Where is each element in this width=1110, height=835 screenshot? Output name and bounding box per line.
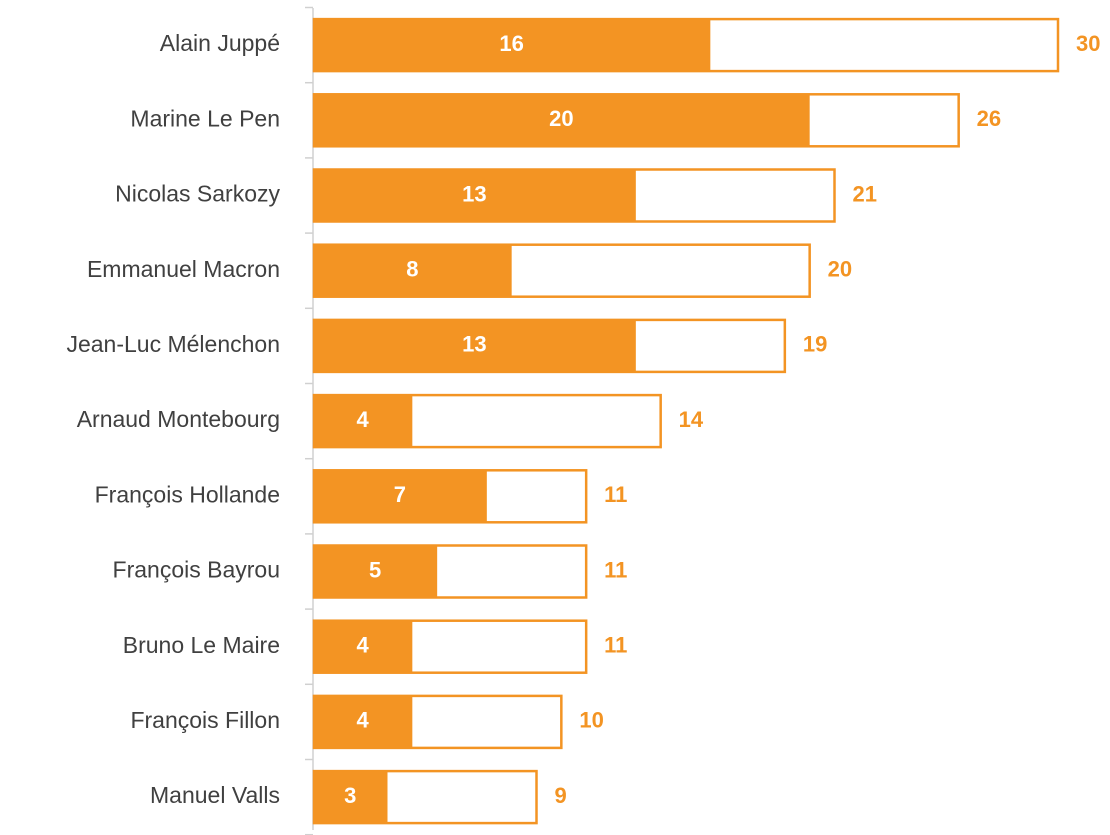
category-label: Marine Le Pen bbox=[130, 105, 280, 131]
value-bar bbox=[313, 94, 810, 147]
value-label: 3 bbox=[344, 783, 356, 808]
total-label: 30 bbox=[1076, 31, 1100, 56]
value-label: 7 bbox=[394, 482, 406, 507]
value-bar bbox=[313, 695, 413, 748]
category-label: Alain Juppé bbox=[160, 30, 280, 56]
category-label: Bruno Le Maire bbox=[123, 632, 280, 658]
value-bar bbox=[313, 169, 636, 222]
value-label: 4 bbox=[357, 633, 370, 658]
total-label: 26 bbox=[977, 106, 1001, 131]
value-label: 13 bbox=[462, 332, 486, 357]
category-label: Nicolas Sarkozy bbox=[115, 181, 280, 207]
value-label: 20 bbox=[549, 106, 573, 131]
total-label: 20 bbox=[828, 257, 852, 282]
category-label: Emmanuel Macron bbox=[87, 256, 280, 282]
category-label: Arnaud Montebourg bbox=[77, 406, 280, 432]
value-bar bbox=[313, 319, 636, 372]
value-label: 4 bbox=[357, 708, 370, 733]
value-bar bbox=[313, 19, 711, 72]
value-bar bbox=[313, 470, 487, 523]
category-label: François Bayrou bbox=[113, 557, 280, 583]
total-label: 11 bbox=[604, 482, 627, 507]
total-label: 21 bbox=[853, 181, 877, 206]
total-label: 11 bbox=[604, 557, 627, 582]
value-bar bbox=[313, 545, 438, 598]
total-label: 11 bbox=[604, 633, 627, 658]
total-label: 19 bbox=[803, 332, 827, 357]
value-bar bbox=[313, 620, 413, 673]
total-label: 9 bbox=[555, 783, 567, 808]
value-label: 8 bbox=[406, 257, 418, 282]
value-bar bbox=[313, 244, 512, 297]
value-label: 13 bbox=[462, 181, 486, 206]
value-label: 5 bbox=[369, 557, 381, 582]
category-label: François Fillon bbox=[130, 707, 280, 733]
total-label: 10 bbox=[579, 708, 603, 733]
value-bar bbox=[313, 395, 413, 448]
value-label: 16 bbox=[499, 31, 523, 56]
total-label: 14 bbox=[679, 407, 704, 432]
category-label: François Hollande bbox=[95, 481, 280, 507]
category-label: Jean-Luc Mélenchon bbox=[66, 331, 280, 357]
value-label: 4 bbox=[357, 407, 370, 432]
value-bar bbox=[313, 771, 388, 824]
category-label: Manuel Valls bbox=[150, 782, 280, 808]
